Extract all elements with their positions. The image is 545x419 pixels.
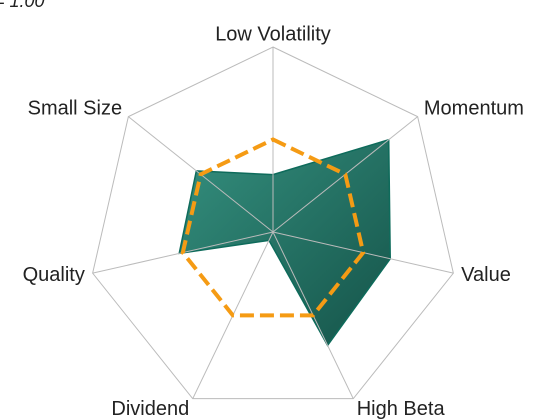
series-area <box>178 138 391 347</box>
grid-outline <box>92 46 454 400</box>
axis-label: Small Size <box>28 97 122 119</box>
axis-label: Momentum <box>424 97 524 119</box>
axis-label: Quality <box>23 264 85 286</box>
axis-label: Dividend <box>111 398 189 419</box>
axis-label: Value <box>461 264 511 286</box>
axis-label: High Beta <box>357 398 446 419</box>
series-line <box>180 137 366 318</box>
annotation: = 1.00 <box>0 0 45 11</box>
axis-label: Low Volatility <box>215 23 331 45</box>
